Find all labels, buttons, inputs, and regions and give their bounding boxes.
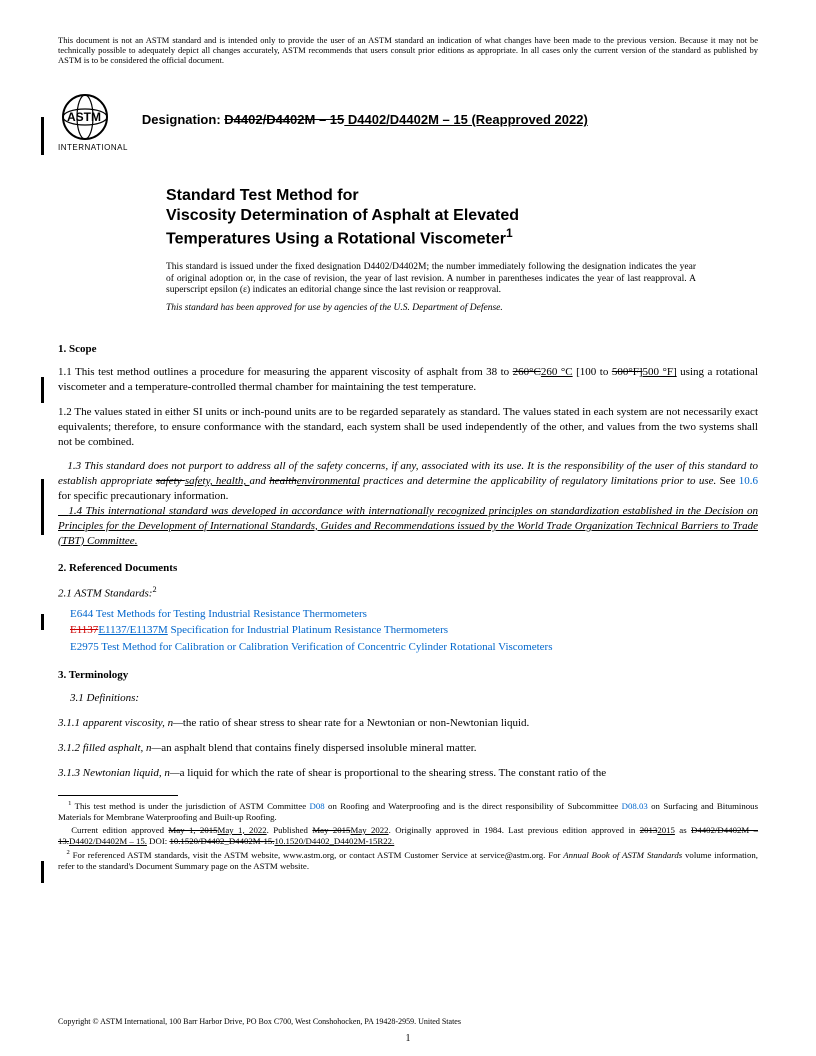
inserted-text: 10.1520/D4402_D4402M-15R22. xyxy=(275,836,395,846)
text: practices and determine the applicabilit… xyxy=(360,475,716,487)
copyright-footer: Copyright © ASTM International, 100 Barr… xyxy=(58,1017,758,1026)
footnote-1: 1 This test method is under the jurisdic… xyxy=(58,800,758,823)
committee-link-d08[interactable]: D08 xyxy=(310,801,325,811)
inserted-text: 500 °F] xyxy=(643,366,677,378)
change-bar xyxy=(41,861,44,883)
change-bar xyxy=(41,377,44,403)
deleted-text: May 1, 2015 xyxy=(168,825,217,835)
std-link-e1137m[interactable]: E1137/E1137M xyxy=(98,624,167,636)
section-1-heading: 1. Scope xyxy=(58,343,758,355)
text: [100 to xyxy=(573,366,612,378)
book-title: Annual Book of ASTM Standards xyxy=(563,850,682,860)
deleted-text: May 2015 xyxy=(312,825,350,835)
std-link-e644[interactable]: E644 xyxy=(70,608,93,620)
text: for specific precautionary information. xyxy=(58,490,228,502)
astm-logo-icon: ASTM xyxy=(61,93,125,141)
def-3-1-1: 3.1.1 apparent viscosity, n—the ratio of… xyxy=(58,716,758,731)
designation-label: Designation: xyxy=(142,112,221,127)
designation-new: D4402/D4402M – 15 (Reapproved 2022) xyxy=(344,112,588,127)
change-bar xyxy=(41,117,44,155)
astm-logo-block: ASTM INTERNATIONAL xyxy=(58,93,128,152)
svg-text:ASTM: ASTM xyxy=(67,110,101,124)
definition: a liquid for which the rate of shear is … xyxy=(180,767,607,779)
definition: an asphalt blend that contains finely di… xyxy=(161,742,476,754)
footnote-rule xyxy=(58,795,178,796)
term: 3.1.1 apparent viscosity, n— xyxy=(58,717,183,729)
deleted-std-id: E1137 xyxy=(70,624,98,636)
title-footnote-ref: 1 xyxy=(506,226,513,240)
std-title[interactable]: Specification for Industrial Platinum Re… xyxy=(168,624,448,636)
inserted-text: D4402/D4402M – 15. xyxy=(69,836,147,846)
deleted-text: health xyxy=(269,475,297,487)
std-title[interactable]: Test Method for Calibration or Calibrati… xyxy=(99,641,553,653)
page-number: 1 xyxy=(0,1033,816,1044)
text: See xyxy=(716,475,738,487)
term: 3.1.2 filled asphalt, n— xyxy=(58,742,161,754)
footnotes-block: 1 This test method is under the jurisdic… xyxy=(58,800,758,872)
title-line-2: Viscosity Determination of Asphalt at El… xyxy=(166,207,519,224)
text: 1.1 This test method outlines a procedur… xyxy=(58,366,513,378)
text: 2.1 ASTM Standards: xyxy=(58,588,152,600)
deleted-text: safety xyxy=(156,475,185,487)
inserted-text: 1.4 This international standard was deve… xyxy=(58,505,758,547)
text: DOI: xyxy=(147,836,169,846)
deleted-text: 10.1520/D4402_D4402M-15. xyxy=(169,836,274,846)
dod-approval-note: This standard has been approved for use … xyxy=(166,303,696,315)
para-3-1: 3.1 Definitions: xyxy=(58,691,758,706)
xref-10-6[interactable]: 10.6 xyxy=(739,475,758,487)
std-title[interactable]: Test Methods for Testing Industrial Resi… xyxy=(93,608,367,620)
deleted-text: 500°F] xyxy=(612,366,643,378)
inserted-text: May 2022 xyxy=(350,825,388,835)
ref-e2975: E2975 Test Method for Calibration or Cal… xyxy=(58,639,758,656)
issuance-text: This standard is issued under the fixed … xyxy=(166,262,696,296)
logo-subtitle: INTERNATIONAL xyxy=(58,143,128,152)
subcommittee-link-d0803[interactable]: D08.03 xyxy=(622,801,648,811)
ref-e644: E644 Test Methods for Testing Industrial… xyxy=(58,606,758,623)
inserted-text: May 1, 2022 xyxy=(218,825,267,835)
designation-old: D4402/D4402M – 15 xyxy=(224,112,344,127)
inserted-text: safety, health, xyxy=(185,475,250,487)
para-1-4: 1.4 This international standard was deve… xyxy=(58,504,758,549)
deleted-text: 260°C xyxy=(513,366,541,378)
section-2-heading: 2. Referenced Documents xyxy=(58,562,758,574)
designation-line: Designation: D4402/D4402M – 15 D4402/D44… xyxy=(142,112,588,127)
inserted-text: 260 °C xyxy=(541,366,573,378)
text: Current edition approved xyxy=(71,825,168,835)
issuance-note: This standard is issued under the fixed … xyxy=(166,262,696,316)
definition: the ratio of shear stress to shear rate … xyxy=(183,717,529,729)
title-line-3: Temperatures Using a Rotational Viscomet… xyxy=(166,231,506,248)
text: For referenced ASTM standards, visit the… xyxy=(70,850,563,860)
def-3-1-2: 3.1.2 filled asphalt, n—an asphalt blend… xyxy=(58,741,758,756)
inserted-text: 2015 xyxy=(657,825,675,835)
term: 3.1.3 Newtonian liquid, n— xyxy=(58,767,180,779)
change-bar xyxy=(41,614,44,630)
change-bar xyxy=(41,479,44,535)
header-row: ASTM INTERNATIONAL Designation: D4402/D4… xyxy=(58,93,758,152)
deleted-text: 2013 xyxy=(640,825,658,835)
text: This test method is under the jurisdicti… xyxy=(71,801,309,811)
title-block: Standard Test Method for Viscosity Deter… xyxy=(166,186,758,249)
text: on Roofing and Waterproofing and is the … xyxy=(325,801,622,811)
title-line-1: Standard Test Method for xyxy=(166,187,359,204)
text: . Published xyxy=(267,825,313,835)
para-1-2: 1.2 The values stated in either SI units… xyxy=(58,405,758,450)
inserted-text: environmental xyxy=(297,475,360,487)
std-link-e2975[interactable]: E2975 xyxy=(70,641,99,653)
para-2-1: 2.1 ASTM Standards:2 xyxy=(58,584,758,602)
revision-disclaimer: This document is not an ASTM standard an… xyxy=(58,36,758,65)
footnote-1-cont: Current edition approved May 1, 2015May … xyxy=(58,825,758,847)
text: . Originally approved in 1984. Last prev… xyxy=(389,825,640,835)
section-3-heading: 3. Terminology xyxy=(58,669,758,681)
text: as xyxy=(675,825,691,835)
footnote-2: 2 For referenced ASTM standards, visit t… xyxy=(58,849,758,872)
text: and xyxy=(249,475,269,487)
def-3-1-3: 3.1.3 Newtonian liquid, n—a liquid for w… xyxy=(58,766,758,781)
para-1-1: 1.1 This test method outlines a procedur… xyxy=(58,365,758,395)
para-1-3: 1.3 This standard does not purport to ad… xyxy=(58,459,758,504)
ref-e1137: E1137E1137/E1137M Specification for Indu… xyxy=(58,622,758,639)
